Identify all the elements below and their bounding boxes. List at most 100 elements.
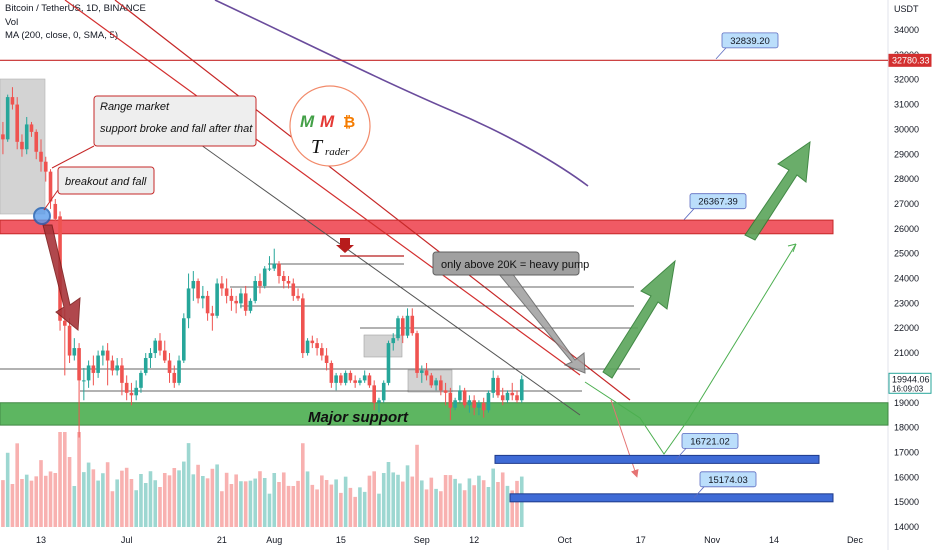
volume-bar [130,479,134,527]
volume-bar [415,445,419,527]
price-tick-label: 14000 [894,522,919,532]
volume-bar [225,473,229,527]
candle [206,291,210,321]
candle [201,286,205,308]
logo-bitcoin-icon: ₿ [343,113,355,131]
price-tick-label: 21000 [894,348,919,358]
volume-bar [244,481,248,527]
price-tick-label: 29000 [894,149,919,159]
candle [144,353,148,375]
candle [515,390,519,402]
volume-bars [1,432,523,527]
volume-bar [206,478,210,527]
candle-body [520,379,524,400]
breakout-marker[interactable] [34,208,50,224]
candle [487,390,491,412]
candle [263,266,267,288]
candle-body [368,375,372,385]
candle [249,298,253,313]
volume-bar [272,473,276,527]
candle-body [406,316,410,336]
volume-bar [268,494,272,527]
candle-body [139,373,143,388]
candle [520,375,524,402]
candle-body [482,403,486,410]
volume-bar [30,481,34,527]
candle [120,358,124,395]
candle-body [311,341,315,343]
candle [134,380,138,400]
time-tick-label: 21 [217,535,227,545]
volume-bar [349,488,353,527]
candle [139,370,143,392]
candle-body [120,365,124,382]
price-tick-label: 34000 [894,25,919,35]
volume-bar [87,463,91,527]
candle [177,356,181,386]
time-tick-label: Dec [847,535,864,545]
candle-body [163,351,167,361]
price-tag-value: 19944.06 [892,374,930,384]
volume-bar [301,443,305,527]
candle [353,375,357,387]
candle-body [44,162,48,172]
volume-bar [20,479,24,527]
candle-body [239,293,243,303]
candle [163,341,167,363]
candle-body [125,383,129,393]
range-callout-line1: Range market [100,101,170,113]
volume-bar [287,486,291,527]
volume-bar [34,476,38,527]
time-tick-label: Nov [704,535,721,545]
time-axis: 13 Jul 21 Aug 15 Sep 12 Oct 17 Nov 14 Dec [36,535,863,545]
candle-body [425,370,429,375]
volume-bar [68,457,72,527]
candle [106,343,110,385]
volume-bar [82,472,86,527]
volume-bar [444,475,448,527]
target-zone-15174 [510,494,833,502]
breakout-callout-text: breakout and fall [65,176,147,188]
time-tick-label: Oct [558,535,573,545]
candle-body [187,288,191,318]
volume-bar [325,480,329,527]
candle-body [77,348,81,380]
candle-body [25,124,29,149]
volume-bar [163,473,167,527]
volume-bar [73,486,77,527]
candle-body [15,105,19,142]
candle-body [115,365,119,370]
candle-body [496,378,500,395]
candle-body [68,326,72,356]
candle [291,279,295,301]
candle [153,338,157,358]
candle-body [401,318,405,335]
volume-bar [282,472,286,527]
candle-body [249,301,253,311]
candle-body [63,321,67,326]
volume-bar [430,478,434,527]
price-tag-countdown: 16:09:03 [892,384,924,393]
annotation-pointer [716,48,726,59]
price-tick-label: 27000 [894,199,919,209]
candle [196,279,200,304]
candle-body [34,132,38,152]
annotation-text: 16721.02 [690,436,730,447]
candle-body [377,400,381,402]
price-tick-label: 19000 [894,398,919,408]
candle-body [134,388,138,395]
volume-bar [515,481,519,527]
candle-body [192,281,196,288]
candle-body [353,380,357,382]
candle [192,271,196,301]
volume-bar [491,469,495,527]
volume-bar [368,476,372,527]
candle [296,288,300,300]
volume-bar [453,479,457,527]
range-callout-pointer [52,146,94,168]
volume-bar [439,491,443,527]
volume-bar [401,482,405,527]
candle-body [287,281,291,283]
candle-body [415,333,419,373]
